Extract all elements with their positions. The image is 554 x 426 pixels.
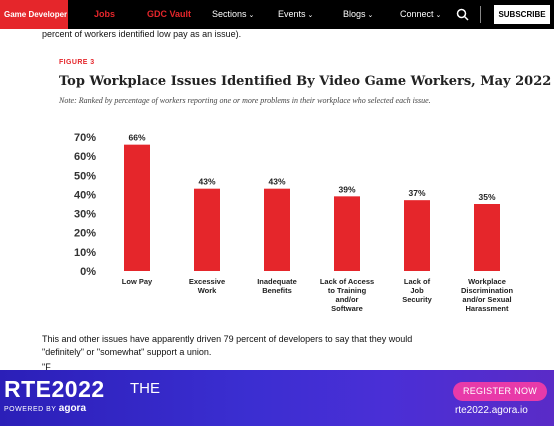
- bar: [194, 188, 220, 271]
- search-icon[interactable]: [456, 8, 469, 21]
- x-category-label-line: Lack of Access: [320, 277, 374, 286]
- x-category-label: Inadequate Benefits: [257, 277, 297, 295]
- data-label: 43%: [198, 177, 215, 187]
- x-category-label: Workplace Discrimination and/or Sexual Hara…: [461, 277, 514, 313]
- figure-note: Note: Ranked by percentage of workers re…: [59, 96, 431, 105]
- x-category-label-line: Harassment: [466, 304, 509, 313]
- x-category-label-line: Job: [410, 286, 424, 295]
- register-now-button[interactable]: REGISTER NOW: [453, 382, 547, 401]
- top-nav: Game Developer Jobs GDC Vault Sections ⌄ …: [0, 0, 554, 29]
- chevron-down-icon: ⌄: [367, 12, 374, 19]
- y-tick-label: 60%: [74, 151, 96, 163]
- nav-link-gdc-vault[interactable]: GDC Vault: [147, 9, 192, 19]
- chevron-down-icon: ⌄: [248, 12, 255, 19]
- data-label: 35%: [478, 192, 495, 202]
- x-category-label-line: Workplace: [468, 277, 506, 286]
- bar: [334, 196, 360, 271]
- subscribe-button[interactable]: SUBSCRIBE: [494, 5, 550, 24]
- x-category-label: Lack of Access to Training and/or Software: [320, 277, 374, 313]
- bar: [474, 204, 500, 271]
- brand-logo[interactable]: Game Developer: [0, 0, 68, 29]
- y-tick-label: 20%: [74, 228, 96, 240]
- ad-powered-label: POWERED BY: [4, 406, 57, 413]
- article-paragraph-line-1: This and other issues have apparently dr…: [42, 334, 413, 344]
- chevron-down-icon: ⌄: [435, 12, 442, 19]
- y-tick-label: 10%: [74, 247, 96, 259]
- x-category-label-line: Lack of: [404, 277, 431, 286]
- nav-divider: [480, 6, 481, 23]
- nav-menu-connect[interactable]: Connect ⌄: [400, 0, 441, 29]
- figure-label: FIGURE 3: [59, 59, 95, 66]
- bar-chart: 0% 10% 20% 30% 40% 50% 60% 70% 66% Low Pay 43% Exce…: [74, 132, 514, 313]
- nav-menu-label: Sections: [212, 9, 247, 19]
- x-category-label-line: Discrimination: [461, 286, 514, 295]
- chevron-down-icon: ⌄: [307, 12, 314, 19]
- bar: [124, 144, 150, 271]
- nav-menu-label: Events: [278, 9, 306, 19]
- bar: [264, 188, 290, 271]
- y-tick-label: 70%: [74, 132, 96, 144]
- ad-banner[interactable]: RTE2022 THE POWERED BY agora REGISTER NO…: [0, 370, 554, 426]
- nav-menu-label: Blogs: [343, 9, 366, 19]
- nav-menu-blogs[interactable]: Blogs ⌄: [343, 0, 373, 29]
- nav-menu-events[interactable]: Events ⌄: [278, 0, 313, 29]
- x-category-label-line: Software: [331, 304, 363, 313]
- nav-menu-sections[interactable]: Sections ⌄: [212, 0, 254, 29]
- ad-headline-suffix: THE: [130, 380, 160, 397]
- nav-menu-label: Connect: [400, 9, 434, 19]
- x-category-label-line: Low Pay: [122, 277, 153, 286]
- x-category-label-line: and/or Sexual: [462, 295, 511, 304]
- x-category-label-line: Benefits: [262, 286, 292, 295]
- ad-powered-by: POWERED BY agora: [4, 403, 86, 414]
- figure-title: Top Workplace Issues Identified By Video…: [59, 74, 552, 89]
- x-category-label: Lack of Job Security: [402, 277, 432, 304]
- ad-url[interactable]: rte2022.agora.io: [455, 405, 528, 416]
- x-category-label-line: and/or: [336, 295, 359, 304]
- ad-headline: RTE2022: [4, 376, 105, 402]
- x-category-label-line: Excessive: [189, 277, 225, 286]
- x-category-label: Excessive Work: [189, 277, 225, 295]
- y-tick-label: 40%: [74, 189, 96, 201]
- y-tick-label: 50%: [74, 170, 96, 182]
- y-tick-label: 30%: [74, 209, 96, 221]
- x-category-label-line: Work: [198, 286, 217, 295]
- nav-link-jobs[interactable]: Jobs: [94, 9, 116, 19]
- data-label: 43%: [268, 177, 285, 187]
- article-text-line: percent of workers identified low pay as…: [42, 29, 242, 39]
- x-category-label-line: to Training: [328, 286, 367, 295]
- data-label: 39%: [338, 184, 355, 194]
- x-category-label-line: Inadequate: [257, 277, 297, 286]
- article-paragraph-line-2: "definitely" or "somewhat" support a uni…: [42, 347, 212, 357]
- x-category-label-line: Security: [402, 295, 432, 304]
- y-tick-label: 0%: [80, 266, 96, 278]
- article-partial-line: "F: [42, 362, 51, 372]
- bar: [404, 200, 430, 271]
- data-label: 66%: [128, 133, 145, 143]
- x-category-label: Low Pay: [122, 277, 153, 286]
- data-label: 37%: [408, 188, 425, 198]
- agora-logo: agora: [58, 403, 87, 414]
